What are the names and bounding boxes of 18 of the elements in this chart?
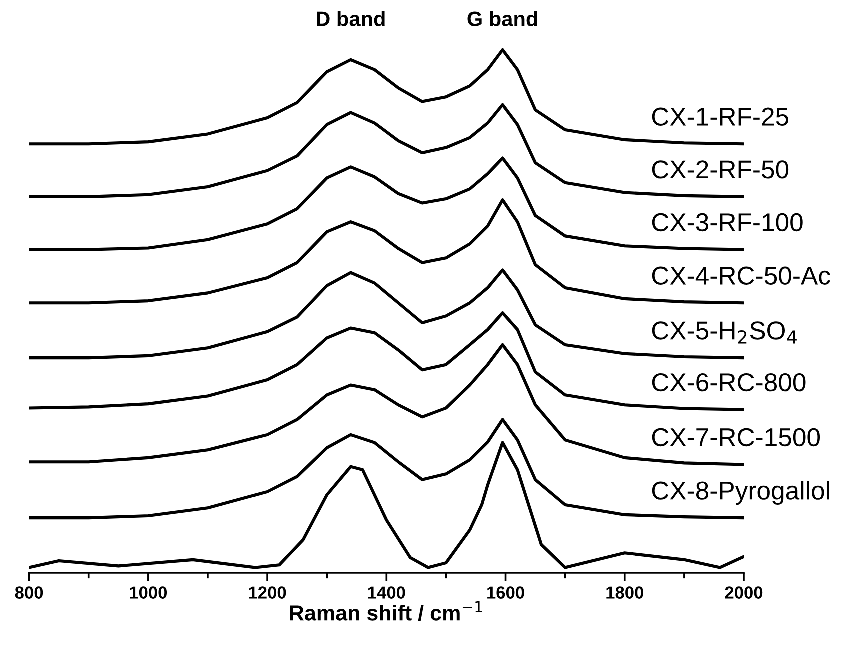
series-label: CX-6-RC-800: [652, 373, 806, 392]
x-axis-title: Raman shift / cm$^{−1}$: [290, 601, 482, 622]
x-tick-label: 1000: [130, 586, 168, 599]
x-tick-label: 1800: [606, 586, 644, 599]
series-label: CX-4-RC-50-Ac: [652, 266, 830, 285]
x-tick-label: 1400: [368, 586, 406, 599]
series-label: CX-2-RF-50: [652, 160, 789, 179]
x-tick-label: 2000: [725, 586, 763, 599]
series-label: CX-3-RF-100: [652, 213, 803, 232]
x-tick-label: 800: [15, 586, 44, 599]
text: D band: [317, 11, 385, 26]
text: G band: [468, 11, 538, 26]
series-label: CX-5-H$_{2}$SO$_{4}$: [652, 322, 797, 344]
x-tick-label: 1600: [488, 586, 524, 599]
series-label: CX-7-RC-1500: [652, 428, 820, 447]
series-label: CX-1-RF-25: [652, 108, 788, 126]
x-tick-label: 1200: [249, 586, 286, 599]
series-label: CX-8-Pyrogallol: [652, 481, 830, 506]
